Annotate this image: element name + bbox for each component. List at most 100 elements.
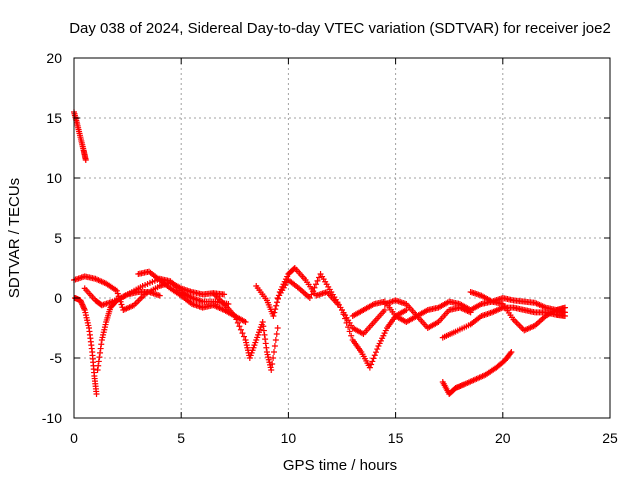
data-point bbox=[274, 299, 281, 306]
data-point bbox=[97, 345, 104, 352]
data-point bbox=[117, 298, 124, 305]
data-point bbox=[369, 358, 376, 365]
data-point bbox=[231, 313, 238, 319]
data-point bbox=[381, 307, 388, 313]
data-point bbox=[343, 319, 350, 326]
data-point bbox=[348, 332, 355, 339]
data-point bbox=[272, 337, 279, 343]
data-series-arc-10 bbox=[339, 307, 410, 371]
x-axis-label: GPS time / hours bbox=[283, 457, 397, 474]
y-tick-label: 0 bbox=[54, 290, 62, 306]
data-point bbox=[345, 324, 352, 331]
data-point bbox=[98, 341, 105, 348]
data-point bbox=[312, 281, 319, 288]
data-point bbox=[271, 309, 278, 316]
grid bbox=[74, 58, 610, 418]
data-point bbox=[271, 343, 278, 349]
data-point bbox=[242, 319, 249, 325]
data-point bbox=[270, 355, 277, 361]
x-tick-label: 15 bbox=[388, 430, 404, 446]
data-point bbox=[260, 323, 267, 330]
series-layer bbox=[71, 109, 568, 397]
data-point bbox=[467, 309, 474, 316]
x-tick-label: 20 bbox=[495, 430, 511, 446]
data-point bbox=[82, 157, 89, 163]
y-tick-label: -10 bbox=[42, 410, 62, 426]
data-point bbox=[156, 292, 163, 299]
data-series-arc-7 bbox=[210, 290, 281, 373]
data-series-arc-2 bbox=[72, 295, 100, 397]
x-tick-label: 5 bbox=[177, 430, 185, 446]
data-point bbox=[273, 302, 280, 309]
data-point bbox=[261, 331, 268, 338]
data-point bbox=[561, 313, 568, 319]
data-point bbox=[311, 284, 318, 291]
y-tick-label: -5 bbox=[50, 350, 63, 366]
data-point bbox=[306, 295, 313, 301]
data-point bbox=[366, 364, 373, 371]
data-point bbox=[269, 361, 276, 367]
data-point bbox=[262, 336, 269, 343]
data-point bbox=[239, 330, 246, 337]
y-tick-label: 20 bbox=[46, 50, 62, 66]
data-point bbox=[113, 287, 120, 294]
x-tick-label: 10 bbox=[281, 430, 297, 446]
data-point bbox=[95, 358, 102, 365]
y-tick-label: 10 bbox=[46, 170, 62, 186]
data-point bbox=[79, 301, 86, 308]
data-series-arc-6 bbox=[135, 268, 249, 325]
data-point bbox=[308, 291, 315, 298]
data-point bbox=[78, 300, 85, 307]
data-point bbox=[221, 291, 228, 298]
data-point bbox=[346, 328, 353, 335]
data-point bbox=[118, 301, 125, 308]
data-point bbox=[237, 326, 244, 333]
plot-frame bbox=[73, 57, 611, 419]
axes: 0 5 10 15 20 25 -10 -5 0 5 10 15 20 bbox=[42, 50, 618, 446]
data-point bbox=[236, 323, 243, 330]
data-series-arc-8 bbox=[253, 265, 341, 319]
data-point bbox=[316, 274, 323, 281]
data-point bbox=[368, 361, 375, 368]
data-point bbox=[260, 327, 267, 334]
data-point bbox=[234, 319, 241, 326]
x-tick-label: 25 bbox=[602, 430, 618, 446]
data-point bbox=[270, 313, 277, 319]
data-point bbox=[340, 311, 347, 318]
data-point bbox=[273, 331, 280, 337]
data-point bbox=[309, 288, 316, 295]
data-point bbox=[80, 304, 87, 311]
data-point bbox=[240, 333, 247, 340]
data-series-arc-14 bbox=[467, 289, 568, 334]
data-point bbox=[274, 325, 281, 331]
data-point bbox=[233, 316, 240, 323]
data-point bbox=[96, 354, 103, 361]
y-tick-label: 5 bbox=[54, 230, 62, 246]
data-point bbox=[272, 306, 279, 313]
data-point bbox=[371, 352, 378, 359]
y-axis-label: SDTVAR / TECUs bbox=[6, 178, 23, 298]
data-point bbox=[79, 302, 86, 309]
data-point bbox=[78, 298, 85, 305]
data-series-arc-9 bbox=[274, 271, 388, 337]
data-point bbox=[263, 344, 270, 351]
data-point bbox=[268, 367, 275, 373]
x-tick-label: 0 bbox=[70, 430, 78, 446]
data-point bbox=[507, 350, 514, 357]
data-point bbox=[372, 349, 379, 356]
data-point bbox=[374, 346, 381, 353]
data-point bbox=[94, 367, 101, 373]
data-point bbox=[508, 349, 515, 355]
data-series-arc-13 bbox=[439, 304, 568, 341]
data-point bbox=[93, 391, 100, 397]
data-point bbox=[262, 340, 269, 347]
data-point bbox=[403, 307, 410, 313]
y-tick-label: 15 bbox=[46, 110, 62, 126]
data-series-arc-15 bbox=[439, 349, 515, 397]
chart-title: Day 038 of 2024, Sidereal Day-to-day VTE… bbox=[69, 20, 611, 37]
data-point bbox=[339, 307, 345, 313]
data-series-arc-12 bbox=[381, 297, 474, 331]
data-point bbox=[370, 355, 377, 362]
data-point bbox=[77, 297, 84, 304]
